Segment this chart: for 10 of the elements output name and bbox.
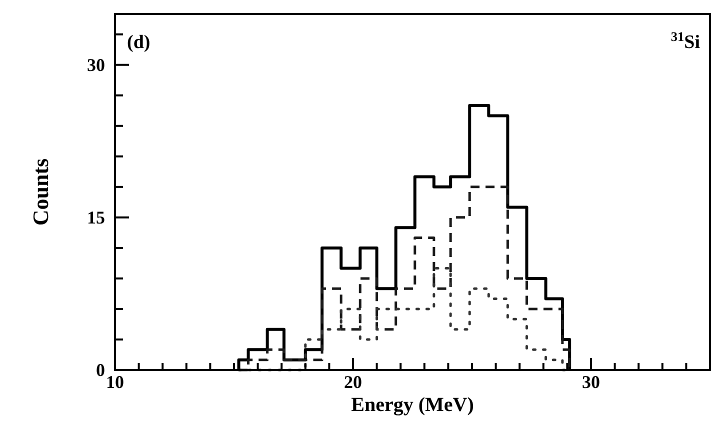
- annotation: (d): [127, 32, 150, 53]
- y-tick-label: 15: [87, 207, 105, 228]
- y-tick-label: 0: [96, 360, 105, 380]
- x-axis-title: Energy (MeV): [351, 394, 474, 416]
- x-tick-label: 10: [106, 372, 124, 392]
- y-axis-title: Counts: [28, 158, 53, 226]
- annotation: $^{31}$Si: [670, 28, 700, 53]
- x-tick-label: 30: [582, 372, 600, 392]
- x-tick-label: 20: [344, 372, 362, 392]
- y-tick-label: 30: [87, 54, 105, 75]
